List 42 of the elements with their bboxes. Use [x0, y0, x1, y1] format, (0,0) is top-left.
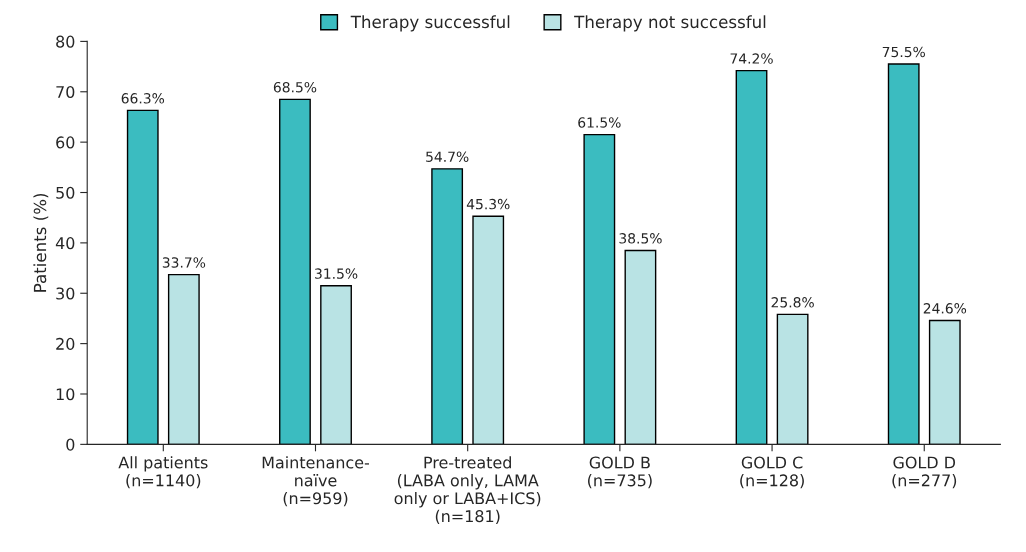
data-label: 31.5% — [315, 268, 358, 279]
bar — [928, 319, 961, 445]
x-tick-label: GOLD B (n=735) — [588, 456, 652, 489]
data-label: 33.7% — [162, 257, 206, 268]
y-tick-label: 20 — [56, 337, 75, 350]
bar — [583, 133, 616, 445]
bar — [431, 168, 464, 445]
bar — [472, 215, 505, 445]
y-tick-label: 50 — [56, 186, 75, 199]
data-label: 68.5% — [273, 81, 317, 93]
y-tick-label: 80 — [56, 35, 75, 48]
y-tick-label: 0 — [66, 438, 75, 451]
bar — [735, 69, 768, 445]
data-label: 75.5% — [882, 46, 925, 58]
bar — [167, 273, 200, 445]
data-label: 45.3% — [466, 198, 510, 210]
x-tick-label: GOLD C (n=128) — [740, 456, 804, 489]
x-tick-label: All patients (n=1140) — [118, 456, 208, 489]
y-tick-label: 70 — [56, 85, 75, 99]
legend-label: Therapy not successful — [574, 15, 766, 32]
data-label: 38.5% — [619, 233, 662, 244]
data-label: 61.5% — [578, 117, 621, 128]
data-label: 25.8% — [771, 297, 814, 308]
bar — [624, 249, 657, 445]
bar — [887, 63, 920, 445]
x-tick-label: Pre-treated (LABA only, LAMA only or LABA+ICS) (n=181) — [394, 456, 541, 525]
data-label: 54.7% — [426, 151, 469, 162]
y-tick-label: 10 — [56, 388, 75, 401]
legend-label: Therapy successful — [350, 15, 510, 32]
y-axis-title: Patients (%) — [33, 193, 49, 292]
bar — [279, 98, 311, 445]
data-label: 74.2% — [730, 53, 773, 64]
y-tick-label: 40 — [55, 237, 75, 250]
bar — [320, 284, 352, 445]
data-label: 24.6% — [923, 303, 967, 314]
y-tick-label: 30 — [56, 287, 75, 300]
bar — [126, 109, 159, 445]
data-label: 66.3% — [121, 93, 165, 104]
x-tick-label: Maintenance- naïve (n=959) — [262, 456, 370, 507]
y-tick-label: 60 — [56, 136, 75, 149]
bar — [776, 313, 809, 445]
x-tick-label: GOLD D (n=277) — [892, 456, 957, 489]
